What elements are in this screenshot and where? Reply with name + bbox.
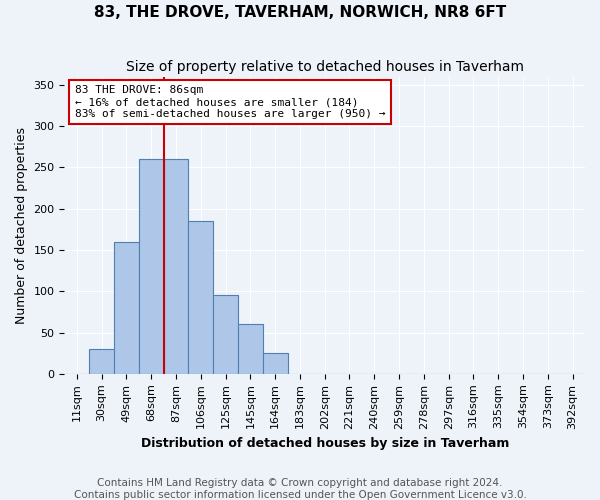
Bar bbox=[263, 353, 287, 374]
Bar bbox=[238, 324, 263, 374]
Bar bbox=[164, 159, 188, 374]
Title: Size of property relative to detached houses in Taverham: Size of property relative to detached ho… bbox=[126, 60, 524, 74]
Bar bbox=[139, 159, 164, 374]
X-axis label: Distribution of detached houses by size in Taverham: Distribution of detached houses by size … bbox=[140, 437, 509, 450]
Bar bbox=[89, 349, 114, 374]
Text: 83 THE DROVE: 86sqm
← 16% of detached houses are smaller (184)
83% of semi-detac: 83 THE DROVE: 86sqm ← 16% of detached ho… bbox=[75, 86, 385, 118]
Y-axis label: Number of detached properties: Number of detached properties bbox=[15, 126, 28, 324]
Bar bbox=[213, 296, 238, 374]
Text: Contains HM Land Registry data © Crown copyright and database right 2024.
Contai: Contains HM Land Registry data © Crown c… bbox=[74, 478, 526, 500]
Bar bbox=[114, 242, 139, 374]
Text: 83, THE DROVE, TAVERHAM, NORWICH, NR8 6FT: 83, THE DROVE, TAVERHAM, NORWICH, NR8 6F… bbox=[94, 5, 506, 20]
Bar bbox=[188, 221, 213, 374]
